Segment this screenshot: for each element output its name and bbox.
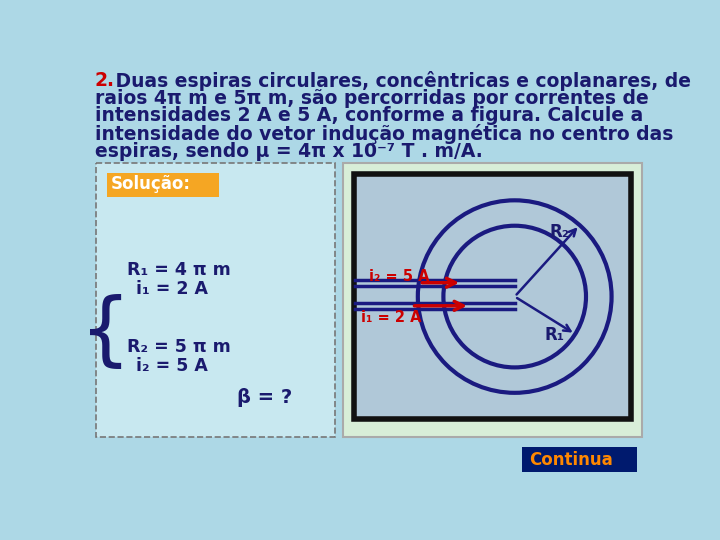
Text: raios 4π m e 5π m, são percorridas por correntes de: raios 4π m e 5π m, são percorridas por c… [94,89,649,107]
Text: espiras, sendo μ = 4π x 10⁻⁷ T . m/A.: espiras, sendo μ = 4π x 10⁻⁷ T . m/A. [94,142,482,161]
Text: R₂: R₂ [549,224,570,241]
Text: intensidade do vetor indução magnética no centro das: intensidade do vetor indução magnética n… [94,124,673,144]
Text: R₁ = 4 π m: R₁ = 4 π m [127,261,231,279]
FancyBboxPatch shape [354,174,631,419]
Text: i₂ = 5 A: i₂ = 5 A [137,357,208,375]
Text: R₁: R₁ [544,326,564,344]
Text: Continua: Continua [528,451,613,469]
Text: i₂ = 5 A: i₂ = 5 A [369,269,430,284]
FancyBboxPatch shape [96,164,335,437]
Text: β = ?: β = ? [238,388,292,407]
Text: R₂ = 5 π m: R₂ = 5 π m [127,338,231,356]
FancyBboxPatch shape [343,164,642,437]
Text: Duas espiras circulares, concêntricas e coplanares, de: Duas espiras circulares, concêntricas e … [109,71,691,91]
Text: 2.: 2. [94,71,114,90]
Text: i₁ = 2 A: i₁ = 2 A [361,310,422,326]
Text: i₁ = 2 A: i₁ = 2 A [137,280,209,299]
Text: {: { [80,294,131,372]
Text: Solução:: Solução: [111,175,191,193]
Text: intensidades 2 A e 5 A, conforme a figura. Calcule a: intensidades 2 A e 5 A, conforme a figur… [94,106,643,125]
FancyBboxPatch shape [523,448,637,472]
FancyBboxPatch shape [107,173,220,197]
